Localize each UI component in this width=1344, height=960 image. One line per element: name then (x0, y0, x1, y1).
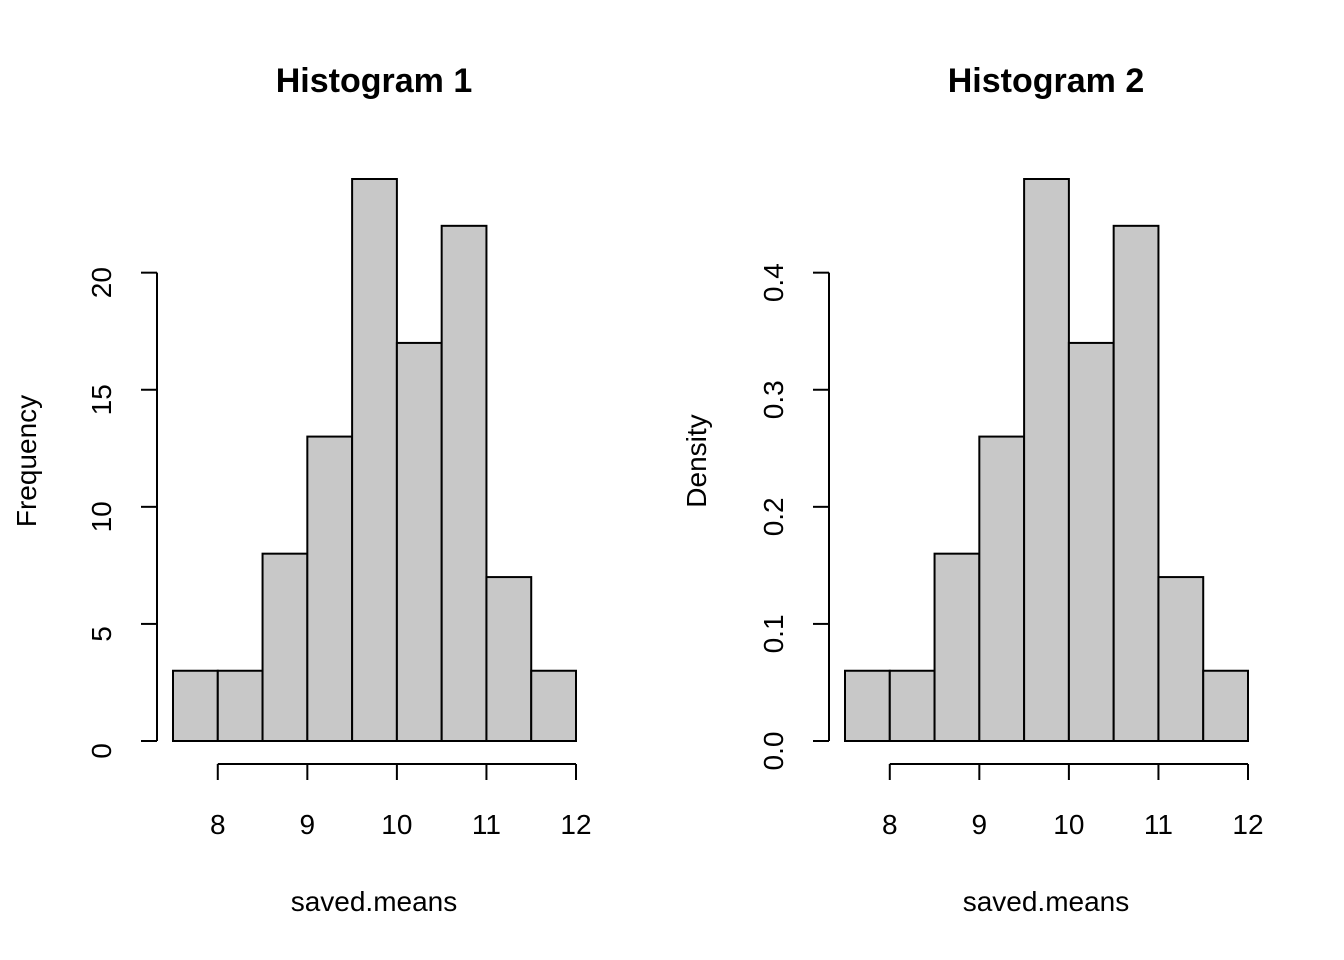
y-tick-label: 0.0 (758, 732, 789, 771)
bars (844, 178, 1249, 743)
x-tick-label: 11 (472, 809, 501, 840)
y-tick-label: 5 (86, 626, 117, 642)
y-tick-label: 0 (86, 743, 117, 759)
x-axis: 8 9 10 11 12 (882, 763, 1264, 840)
x-tick-label: 12 (560, 809, 591, 840)
bars (172, 178, 578, 743)
y-tick-label: 10 (86, 501, 117, 532)
histogram-2-panel: Histogram 2 saved.means Density 0.00.10.… (681, 62, 1264, 917)
histogram-bar (844, 669, 891, 742)
x-tick-label: 8 (882, 809, 898, 840)
x-tick-label: 8 (210, 809, 226, 840)
y-axis: 0 5 10 15 20 (86, 267, 158, 759)
y-tick-label: 15 (86, 384, 117, 415)
histogram-1-panel: Histogram 1 saved.means Frequency 0 5 10 15… (11, 62, 592, 917)
y-tick-label: 0.2 (758, 497, 789, 536)
x-tick-label: 9 (972, 809, 988, 840)
x-tick-label: 12 (1232, 809, 1263, 840)
histogram-bar (351, 178, 398, 742)
histogram-bar (395, 341, 443, 742)
histogram-bar (485, 576, 533, 742)
y-tick-label: 0.4 (758, 263, 789, 302)
x-tick-label: 10 (381, 809, 412, 840)
y-tick-label: 20 (86, 267, 117, 298)
histogram-bar (172, 669, 219, 742)
y-axis-label: Density (681, 414, 712, 507)
y-tick-label: 0.1 (758, 614, 789, 653)
histogram-bar (1202, 669, 1249, 742)
histogram-bar (530, 669, 578, 742)
histogram-bar (440, 224, 488, 743)
x-axis-label: saved.means (291, 886, 458, 917)
x-tick-label: 9 (300, 809, 316, 840)
histogram-bar (933, 552, 981, 743)
histogram-bar (1023, 178, 1070, 742)
histogram-bar (306, 435, 354, 742)
histogram-bar (888, 669, 936, 742)
x-tick-label: 10 (1053, 809, 1084, 840)
histogram-bar (1067, 341, 1115, 742)
x-axis-label: saved.means (963, 886, 1130, 917)
histogram-bar (216, 669, 264, 742)
x-tick-label: 11 (1144, 809, 1173, 840)
chart-title: Histogram 1 (276, 62, 473, 100)
x-axis: 8 9 10 11 12 (210, 763, 592, 840)
histogram-bar (1157, 576, 1205, 742)
y-axis: 0.0 0.1 0.2 0.3 0.4 (758, 263, 830, 771)
histogram-bar (1112, 224, 1160, 743)
chart-title: Histogram 2 (948, 62, 1145, 100)
y-axis-label: Frequency (11, 395, 42, 527)
histogram-bar (261, 552, 309, 743)
y-tick-label: 0.3 (758, 380, 789, 419)
histogram-bar (978, 435, 1026, 742)
